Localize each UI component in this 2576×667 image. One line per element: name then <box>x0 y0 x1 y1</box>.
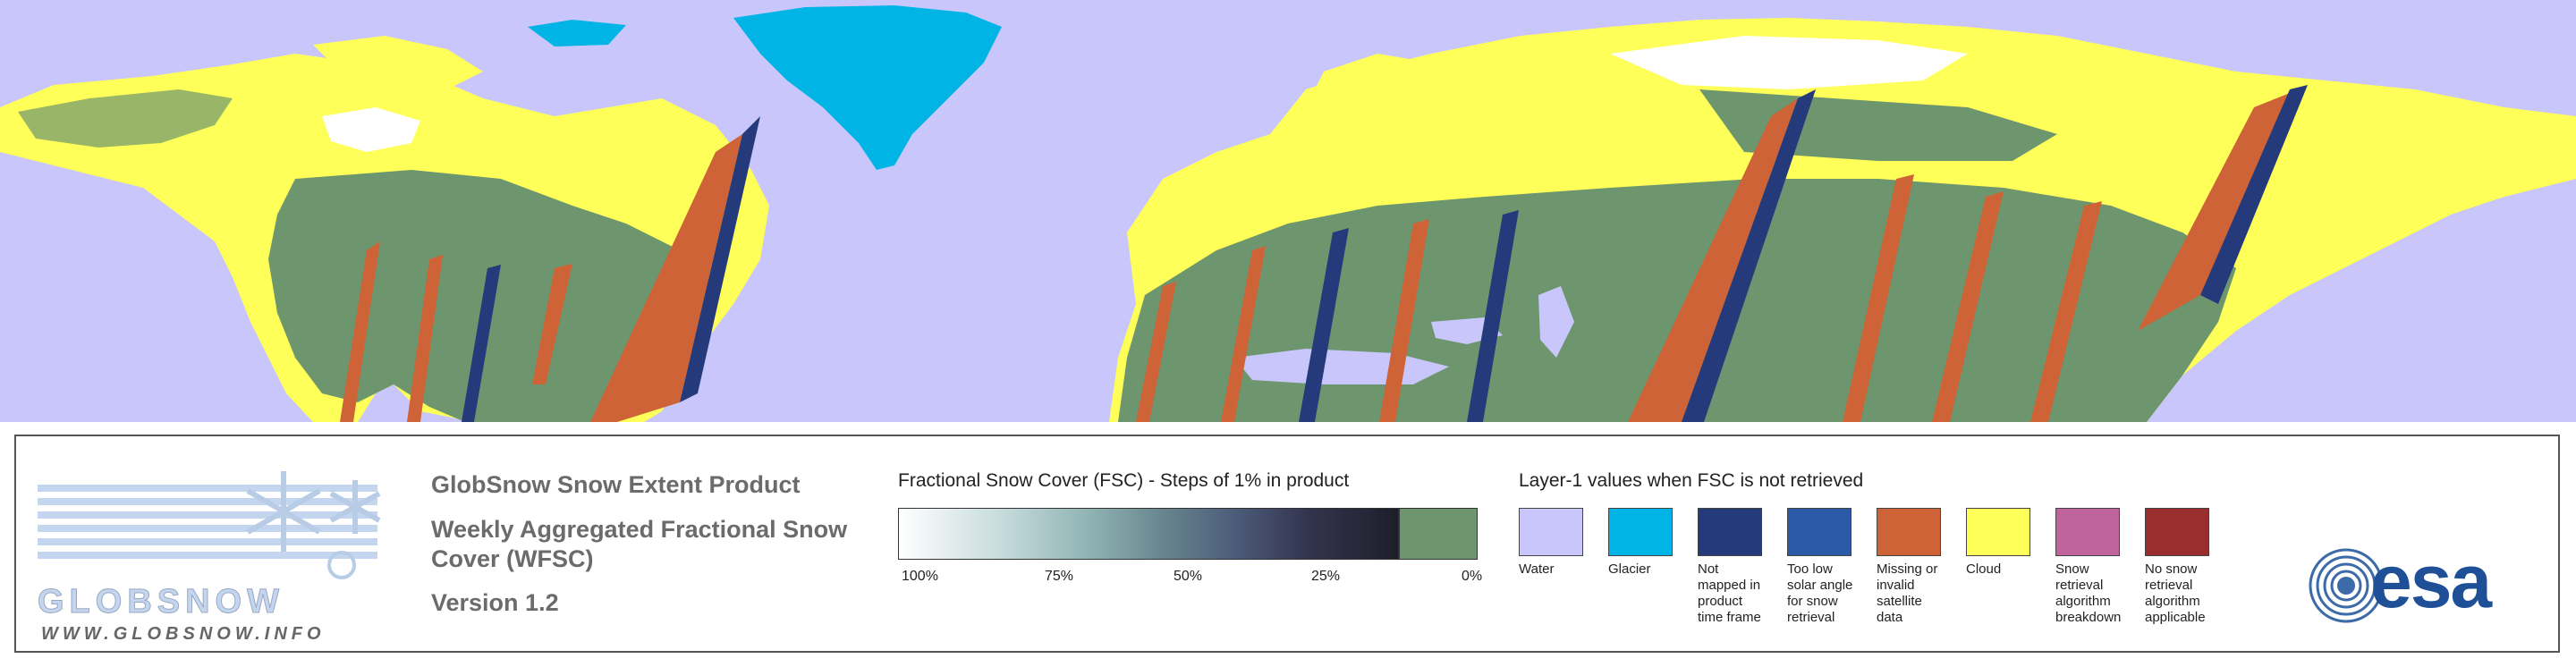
layer1-label-line: data <box>1877 610 1903 625</box>
satellite-swaths <box>340 85 2308 422</box>
fsc-legend-title: Fractional Snow Cover (FSC) - Steps of 1… <box>898 470 1350 491</box>
layer1-label-line: applicable <box>2145 610 2206 625</box>
layer1-label-line: algorithm <box>2145 594 2200 609</box>
esa-wordmark: esa <box>2370 539 2492 623</box>
layer1-label-line: retrieval <box>1787 610 1835 625</box>
layer1-label-1: Glacier <box>1608 561 1685 578</box>
layer1-swatch-1 <box>1608 508 1673 556</box>
product-subtitle-line2: Cover (WFSC) <box>431 545 594 572</box>
greenland <box>733 5 1002 170</box>
layer1-label-6: Snow retrieval algorithm breakdown <box>2055 561 2132 626</box>
map-svg <box>0 5 2576 422</box>
esa-globe-icon <box>2309 548 2384 623</box>
layer1-label-line: Water <box>1519 561 1555 577</box>
layer1-label-line: Missing or <box>1877 561 1938 577</box>
arctic-islands <box>528 20 626 46</box>
british-isles <box>1172 170 1225 232</box>
snow-cover-map <box>0 0 2576 422</box>
fsc-tick-100: 100% <box>902 569 938 584</box>
fsc-tick-75: 75% <box>1045 569 1074 584</box>
layer1-label-line: for snow <box>1787 594 1838 609</box>
globsnow-stripes-graphic <box>38 471 381 579</box>
layer1-label-7: No snow retrieval algorithm applicable <box>2145 561 2222 626</box>
layer1-swatch-7 <box>2145 508 2209 556</box>
fsc-gradient-bar <box>898 508 1399 560</box>
layer1-label-line: breakdown <box>2055 610 2122 625</box>
layer1-label-line: retrieval <box>2145 578 2193 593</box>
caspian-sea <box>1538 286 1574 358</box>
layer1-label-line: Too low <box>1787 561 1833 577</box>
layer1-legend-title: Layer-1 values when FSC is not retrieved <box>1519 470 1864 491</box>
legend-panel: GLOBSNOW WWW.GLOBSNOW.INFO GlobSnow Snow… <box>14 435 2560 653</box>
globsnow-logo: GLOBSNOW WWW.GLOBSNOW.INFO <box>38 449 404 646</box>
layer1-label-5: Cloud <box>1966 561 2043 578</box>
globsnow-wordmark: GLOBSNOW <box>38 583 284 621</box>
north-america <box>0 36 769 422</box>
fsc-no-snow-swatch <box>1399 508 1478 560</box>
fsc-tick-50: 50% <box>1174 569 1203 584</box>
layer1-label-line: No snow <box>2145 561 2198 577</box>
layer1-label-line: product <box>1698 594 1743 609</box>
esa-logo: esa <box>2306 539 2547 631</box>
layer1-label-line: Glacier <box>1608 561 1651 577</box>
fsc-tick-25: 25% <box>1311 569 1341 584</box>
product-title: GlobSnow Snow Extent Product <box>431 471 801 498</box>
layer1-swatch-4 <box>1877 508 1941 556</box>
layer1-label-4: Missing or invalid satellite data <box>1877 561 1953 626</box>
layer1-label-3: Too low solar angle for snow retrieval <box>1787 561 1864 626</box>
small-snowflake-icon <box>327 551 356 579</box>
layer1-swatch-2 <box>1698 508 1762 556</box>
layer1-swatch-5 <box>1966 508 2030 556</box>
layer1-label-line: invalid satellite <box>1877 578 1922 609</box>
snowflake-icon <box>246 471 381 552</box>
layer1-swatch-6 <box>2055 508 2120 556</box>
layer1-label-line: mapped in <box>1698 578 1761 593</box>
scandinavia <box>1306 54 1431 161</box>
layer1-label-line: algorithm <box>2055 594 2111 609</box>
layer1-label-line: Snow retrieval <box>2055 561 2104 593</box>
layer1-label-line: Cloud <box>1966 561 2002 577</box>
layer1-label-line: time frame <box>1698 610 1761 625</box>
layer1-label-line: Not <box>1698 561 1719 577</box>
layer1-label-0: Water <box>1519 561 1596 578</box>
fsc-tick-0: 0% <box>1462 569 1483 584</box>
layer1-label-2: Not mapped in product time frame <box>1698 561 1775 626</box>
product-subtitle-line1: Weekly Aggregated Fractional Snow <box>431 516 848 543</box>
globsnow-url: WWW.GLOBSNOW.INFO <box>41 624 326 644</box>
layer1-label-line: solar angle <box>1787 578 1853 593</box>
layer1-swatch-3 <box>1787 508 1852 556</box>
product-version: Version 1.2 <box>431 589 559 616</box>
layer1-swatch-0 <box>1519 508 1583 556</box>
